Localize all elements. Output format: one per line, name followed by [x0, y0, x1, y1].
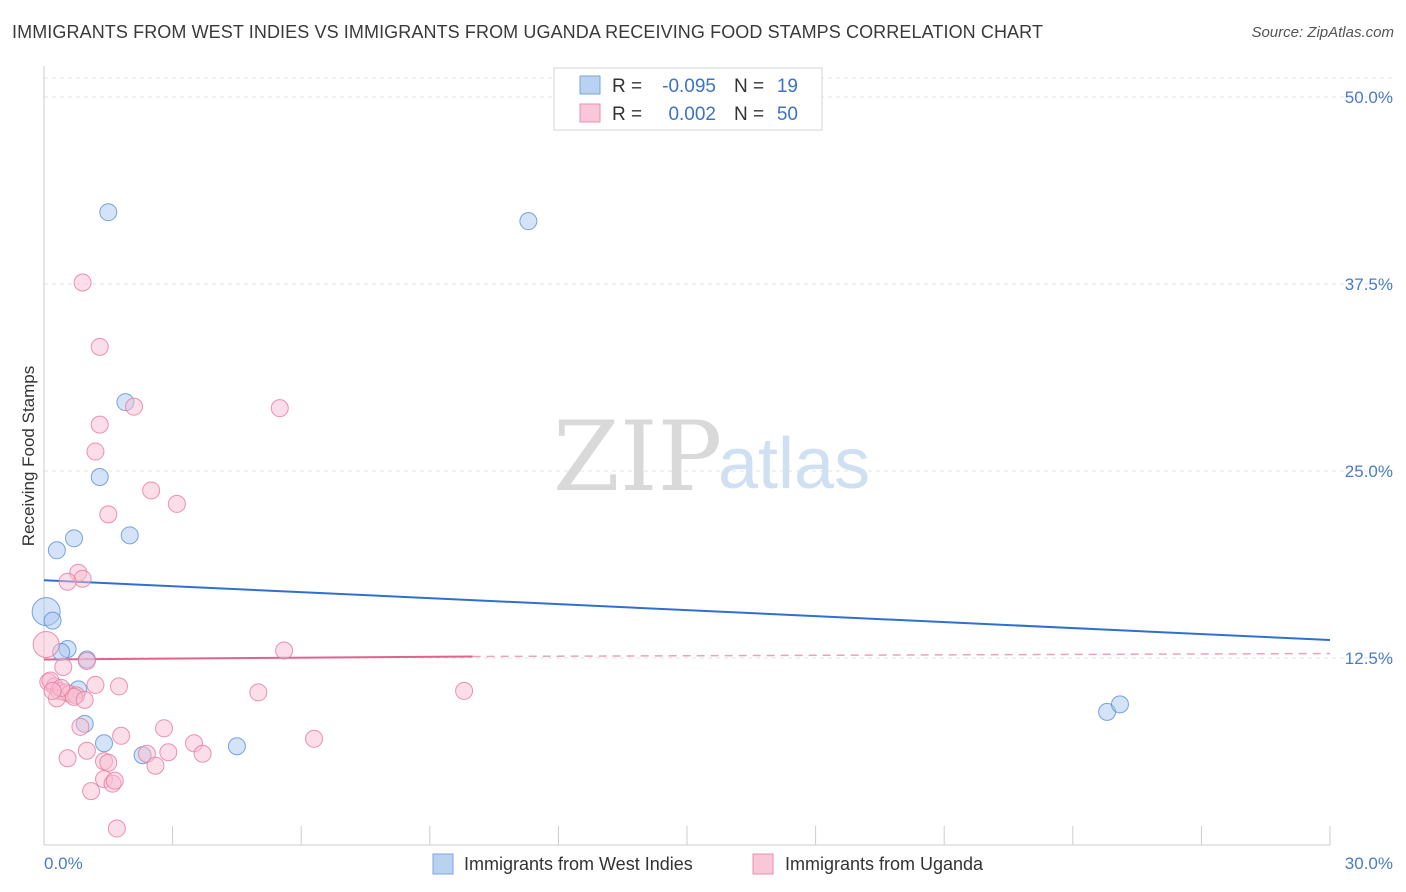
point-uganda — [58, 749, 77, 768]
point-uganda — [90, 337, 109, 356]
point-uganda — [112, 726, 131, 745]
point-uganda — [167, 494, 186, 513]
point-west-indies — [1110, 695, 1129, 714]
point-uganda — [86, 442, 105, 461]
trend-line-uganda — [43, 655, 473, 661]
y-tick-label: 37.5% — [1345, 275, 1393, 294]
point-uganda — [155, 719, 174, 738]
point-uganda — [90, 415, 109, 434]
point-uganda — [249, 683, 268, 702]
point-uganda — [105, 771, 124, 790]
y-tick-label: 50.0% — [1345, 88, 1393, 107]
point-uganda — [58, 572, 77, 591]
legend-swatch-uganda — [579, 103, 601, 123]
point-uganda — [77, 651, 96, 670]
point-uganda — [75, 690, 94, 709]
series-legend: Immigrants from West Indies Immigrants f… — [432, 853, 984, 875]
point-uganda — [142, 481, 161, 500]
legend-n-label-2: N = — [734, 104, 764, 125]
y-axis-label: Receiving Food Stamps — [19, 366, 38, 546]
point-uganda — [99, 505, 118, 524]
point-uganda — [71, 717, 90, 736]
axes — [43, 66, 1331, 846]
correlation-legend: R = -0.095 N = 19 R = 0.002 N = 50 — [553, 67, 823, 131]
point-uganda — [146, 756, 165, 775]
trend-lines — [43, 579, 1331, 661]
point-uganda — [54, 657, 73, 676]
legend-n-value-1: 19 — [777, 76, 798, 97]
point-uganda — [32, 631, 60, 659]
series-swatch-uganda — [752, 853, 774, 875]
watermark-atlas: atlas — [718, 424, 870, 504]
point-uganda — [99, 753, 118, 772]
trend-line-west-indies — [43, 579, 1331, 642]
series-swatch-west-indies — [432, 853, 454, 875]
point-uganda — [77, 741, 96, 760]
series-label-uganda: Immigrants from Uganda — [785, 854, 984, 874]
legend-r-value-2: 0.002 — [668, 104, 716, 125]
y-tick-label: 25.0% — [1345, 462, 1393, 481]
trend-line-uganda-dashed — [472, 652, 1331, 658]
point-uganda — [82, 782, 101, 801]
point-uganda — [43, 681, 62, 700]
point-uganda — [110, 677, 129, 696]
grid-lines — [44, 77, 1392, 659]
point-west-indies — [227, 737, 246, 756]
chart-title: IMMIGRANTS FROM WEST INDIES VS IMMIGRANT… — [12, 22, 1044, 42]
x-tick-label-min: 0.0% — [44, 854, 83, 873]
point-uganda — [73, 273, 92, 292]
data-points — [31, 203, 1129, 838]
legend-n-value-2: 50 — [777, 104, 798, 125]
series-label-west-indies: Immigrants from West Indies — [464, 854, 693, 874]
legend-r-label-1: R = — [612, 76, 642, 97]
point-uganda — [193, 744, 212, 763]
watermark: ZIP atlas — [553, 401, 870, 513]
point-uganda — [275, 641, 294, 660]
point-west-indies — [519, 212, 538, 231]
y-tick-label: 12.5% — [1345, 649, 1393, 668]
legend-n-label-1: N = — [734, 76, 764, 97]
source-label: Source: ZipAtlas.com — [1251, 24, 1394, 41]
point-west-indies — [120, 526, 139, 545]
x-tick-label-max: 30.0% — [1345, 854, 1393, 873]
point-uganda — [455, 681, 474, 700]
point-west-indies — [47, 541, 66, 560]
point-uganda — [86, 675, 105, 694]
point-uganda — [125, 397, 144, 416]
legend-swatch-west-indies — [579, 75, 601, 95]
point-uganda — [107, 819, 126, 838]
point-uganda — [305, 729, 324, 748]
legend-r-value-1: -0.095 — [662, 76, 716, 97]
point-west-indies — [99, 203, 118, 222]
point-uganda — [159, 743, 178, 762]
point-west-indies — [43, 611, 62, 630]
point-uganda — [270, 399, 289, 418]
point-uganda — [73, 569, 92, 588]
tick-labels: 12.5% 25.0% 37.5% 50.0% 0.0% 30.0% — [44, 88, 1393, 873]
watermark-zip: ZIP — [553, 401, 722, 513]
point-west-indies — [65, 529, 84, 548]
point-west-indies — [90, 467, 109, 486]
point-west-indies — [95, 734, 114, 753]
legend-r-label-2: R = — [612, 104, 642, 125]
